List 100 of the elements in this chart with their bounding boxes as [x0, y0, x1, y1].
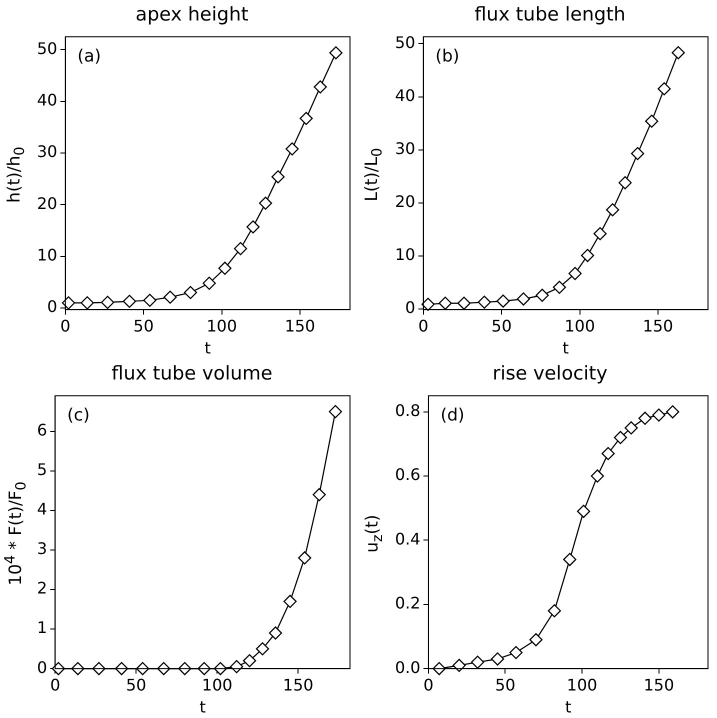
point	[214, 662, 228, 676]
point	[256, 642, 270, 656]
point	[136, 662, 150, 676]
point	[509, 646, 523, 660]
x-tick-label: 150	[644, 675, 674, 694]
y-tick-label: 40	[395, 86, 416, 105]
point	[230, 660, 244, 674]
point	[300, 112, 313, 126]
annotation: (d)	[440, 406, 465, 426]
point	[62, 296, 76, 310]
point	[314, 80, 327, 94]
chart-title: flux tube volume	[112, 362, 272, 384]
point	[529, 633, 543, 646]
point	[258, 196, 272, 210]
point	[122, 294, 136, 308]
x-tick-label: 150	[284, 316, 316, 336]
point	[516, 292, 530, 306]
point	[552, 280, 566, 294]
point	[548, 604, 561, 618]
y-tick-label: 0	[405, 298, 416, 318]
x-axis-title: t	[204, 338, 211, 358]
y-tick-label: 10	[395, 245, 416, 264]
x-tick-label: 50	[126, 675, 146, 694]
point	[328, 405, 342, 418]
point	[672, 46, 685, 60]
point	[283, 594, 297, 608]
x-tick-label: 50	[133, 316, 154, 336]
point	[645, 114, 658, 128]
point	[614, 430, 628, 444]
point	[202, 276, 216, 290]
y-tick-label: 0.6	[394, 465, 420, 484]
x-axis-title: t	[565, 698, 572, 717]
y-tick-label: 0.4	[394, 529, 420, 548]
x-tick-label: 100	[564, 316, 596, 336]
point	[234, 242, 248, 256]
x-tick-label: 150	[642, 316, 674, 336]
point	[218, 262, 232, 275]
point	[478, 296, 491, 309]
y-tick-label: 20	[395, 192, 416, 212]
point	[312, 488, 326, 502]
point	[606, 203, 620, 216]
point	[602, 446, 615, 460]
x-axis-title: t	[199, 698, 206, 717]
point	[286, 142, 299, 156]
y-tick-label: 0.8	[394, 401, 420, 420]
x-tick-label: 50	[491, 316, 512, 336]
x-tick-label: 100	[206, 316, 238, 336]
y-tick-label: 1	[36, 618, 48, 638]
y-tick-label: 40	[37, 90, 58, 110]
point	[593, 227, 607, 240]
point	[590, 469, 604, 483]
y-tick-label: 2	[36, 578, 48, 598]
point	[438, 296, 452, 310]
point	[536, 288, 549, 302]
y-tick-label: 4	[36, 500, 48, 519]
point	[563, 552, 576, 566]
chart-title: rise velocity	[492, 362, 608, 384]
x-tick-label: 50	[495, 675, 516, 694]
y-tick-label: 0	[36, 658, 48, 677]
point	[52, 662, 66, 676]
point	[271, 170, 285, 184]
annotation: (a)	[77, 46, 102, 67]
point	[298, 551, 312, 564]
point	[624, 421, 638, 434]
point	[618, 176, 632, 190]
point	[421, 298, 435, 311]
y-tick-label: 5	[36, 460, 48, 480]
x-axis-title: t	[562, 338, 569, 358]
point	[164, 290, 177, 304]
point	[471, 656, 484, 669]
point	[100, 296, 114, 309]
point	[568, 266, 582, 280]
point	[80, 296, 94, 310]
chart-title: flux tube length	[474, 3, 626, 26]
y-tick-label: 6	[36, 420, 48, 440]
point	[490, 652, 504, 666]
point	[143, 294, 156, 307]
point	[658, 82, 671, 96]
y-tick-label: 0.0	[394, 658, 420, 677]
y-tick-label: 0.2	[394, 594, 420, 613]
point	[666, 405, 680, 418]
point	[246, 220, 260, 234]
y-tick-label: 3	[36, 539, 48, 558]
point	[268, 626, 282, 640]
chart-title: apex height	[136, 3, 248, 26]
point	[242, 654, 256, 668]
point	[452, 658, 466, 672]
y-tick-label: 20	[37, 194, 58, 213]
x-tick-label: 150	[282, 675, 314, 694]
y-tick-label: 50	[37, 38, 58, 58]
point	[580, 248, 594, 262]
annotation: (c)	[67, 406, 90, 426]
y-tick-label: 50	[395, 32, 416, 52]
x-tick-label: 100	[202, 675, 232, 694]
y-tick-label: 0	[47, 297, 58, 316]
y-tick-label: 30	[395, 139, 416, 158]
point	[496, 294, 510, 308]
x-tick-label: 0	[423, 675, 434, 694]
point	[184, 286, 198, 300]
x-tick-label: 100	[566, 675, 598, 694]
